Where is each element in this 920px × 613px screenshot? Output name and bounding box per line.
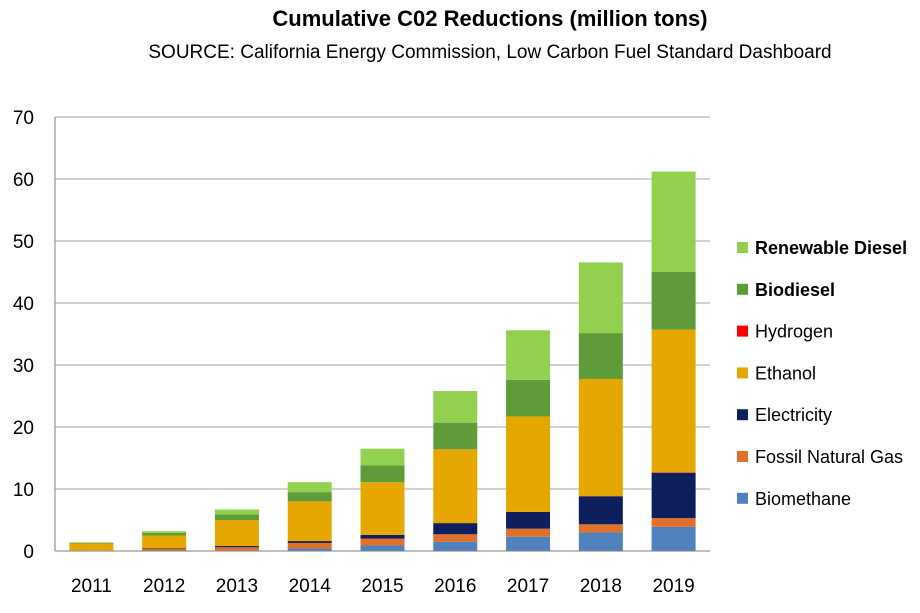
bar-2017-ethanol (506, 416, 551, 512)
bar-2016-biodiesel (433, 422, 478, 450)
legend-label-electricity: Electricity (755, 405, 832, 425)
bar-2012-electricity (142, 548, 187, 550)
bar-2018-renewable-diesel (578, 262, 623, 334)
bar-2018-fossil-natural-gas (578, 524, 623, 533)
bar-2018-ethanol (578, 378, 623, 497)
legend-swatch-biodiesel (737, 283, 748, 295)
bar-2016-biomethane (433, 541, 478, 551)
y-tick-label-50: 50 (13, 232, 34, 253)
legend-swatch-electricity (737, 409, 748, 421)
bar-2019-electricity (651, 472, 696, 519)
legend-label-renewable-diesel: Renewable Diesel (755, 238, 907, 258)
x-tick-label-2017: 2017 (507, 576, 549, 597)
y-tick-label-30: 30 (13, 356, 34, 377)
bar-2011-biodiesel (69, 542, 114, 544)
bar-2019-biomethane (651, 526, 696, 551)
y-tick-label-0: 0 (23, 542, 34, 563)
chart-subtitle: SOURCE: California Energy Commission, Lo… (148, 42, 832, 63)
legend-label-biodiesel: Biodiesel (755, 280, 835, 300)
y-tick-label-10: 10 (13, 480, 34, 501)
legend-swatch-hydrogen (737, 325, 748, 337)
chart-title: Cumulative C02 Reductions (million tons) (272, 6, 708, 31)
bar-2015-renewable-diesel (360, 448, 405, 466)
bar-2017-biomethane (506, 536, 551, 551)
bar-2012-ethanol (142, 535, 187, 549)
legend-swatch-biomethane (737, 492, 748, 504)
legend-label-fossil-natural-gas: Fossil Natural Gas (755, 447, 903, 467)
bar-2014-fossil-natural-gas (287, 542, 332, 549)
legend-swatch-renewable-diesel (737, 242, 748, 253)
axes: 0 10 20 30 40 50 60 70 2011 2012 2013 2014 2015 2016 2… (13, 108, 710, 597)
bar-2016-electricity (433, 523, 478, 535)
bar-2014-electricity (287, 541, 332, 543)
bar-2014-ethanol (287, 501, 332, 542)
y-tick-label-20: 20 (13, 418, 34, 439)
bar-2014-renewable-diesel (287, 482, 332, 493)
bar-2014-biodiesel (287, 492, 332, 502)
bar-2015-biomethane (360, 545, 405, 551)
x-tick-label-2016: 2016 (434, 576, 476, 597)
bar-2013-fossil-natural-gas (214, 547, 259, 551)
x-tick-label-2015: 2015 (361, 576, 403, 597)
bar-2017-electricity (506, 511, 551, 529)
legend-label-ethanol: Ethanol (755, 363, 816, 383)
x-tick-label-2019: 2019 (652, 576, 694, 597)
bar-2017-renewable-diesel (506, 330, 551, 380)
bar-2016-fossil-natural-gas (433, 534, 478, 542)
legend-swatch-ethanol (737, 367, 748, 379)
y-tick-label-60: 60 (13, 170, 34, 191)
x-tick-label-2011: 2011 (71, 576, 112, 597)
bar-2019-biodiesel (651, 272, 696, 330)
bar-2016-renewable-diesel (433, 391, 478, 423)
x-tick-label-2012: 2012 (143, 576, 185, 597)
legend-label-biomethane: Biomethane (755, 489, 851, 509)
bar-2014-biomethane (287, 548, 332, 551)
bar-2012-renewable-diesel (142, 531, 187, 534)
bar-2016-ethanol (433, 449, 478, 524)
bar-2013-biodiesel (214, 514, 259, 520)
bar-2015-electricity (360, 534, 405, 539)
x-tick-label-2014: 2014 (289, 576, 332, 597)
bar-2013-renewable-diesel (214, 509, 259, 515)
bar-2011-ethanol (69, 543, 114, 551)
bar-2019-renewable-diesel (651, 171, 696, 272)
x-tick-label-2018: 2018 (580, 576, 622, 597)
bar-2019-fossil-natural-gas (651, 518, 696, 527)
bar-2018-electricity (578, 496, 623, 525)
bar-2017-fossil-natural-gas (506, 528, 551, 537)
bar-2019-ethanol (651, 329, 696, 473)
y-tick-label-40: 40 (13, 294, 34, 315)
bar-2012-fossil-natural-gas (142, 549, 187, 551)
bar-2011-renewable-diesel (69, 542, 114, 543)
bar-2018-biodiesel (578, 333, 623, 379)
bar-2015-ethanol (360, 482, 405, 535)
bar-2013-ethanol (214, 520, 259, 547)
x-tick-label-2013: 2013 (216, 576, 258, 597)
bar-2012-biodiesel (142, 533, 187, 536)
bar-2015-biodiesel (360, 465, 405, 483)
legend-swatch-fossil-natural-gas (737, 451, 748, 462)
legend-label-hydrogen: Hydrogen (755, 322, 833, 342)
bar-2013-electricity (214, 546, 259, 548)
bar-2017-biodiesel (506, 379, 551, 417)
y-tick-label-70: 70 (13, 108, 34, 129)
bar-2018-biomethane (578, 532, 623, 551)
legend: Renewable Diesel Biodiesel Hydrogen Ethanol… (737, 238, 907, 509)
bar-2019-hydrogen (651, 472, 696, 473)
bars (69, 171, 696, 551)
bar-2015-fossil-natural-gas (360, 538, 405, 546)
